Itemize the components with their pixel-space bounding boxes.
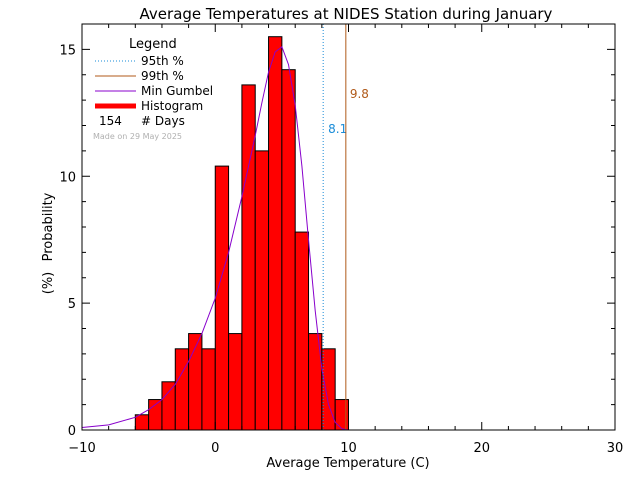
histogram-bar xyxy=(161,381,176,431)
x-tick-label: 0 xyxy=(211,441,219,456)
y-tick-label: 5 xyxy=(68,297,76,312)
histogram-bar xyxy=(241,84,256,431)
chart-title: Average Temperatures at NIDES Station du… xyxy=(140,5,553,23)
axis-layer: −10 0 10 20 30 0 5 10 15 xyxy=(59,24,623,456)
histogram-bar xyxy=(134,414,150,431)
histogram-bar xyxy=(294,231,310,431)
histogram-bar xyxy=(228,333,243,431)
made-on-note: Made on 29 May 2025 xyxy=(93,132,182,141)
legend-title: Legend xyxy=(129,37,177,52)
y-axis-label: Probability xyxy=(41,192,56,261)
legend-label-histogram: Histogram xyxy=(141,99,203,113)
legend-label-gumbel: Min Gumbel xyxy=(141,84,213,98)
gumbel-curve xyxy=(81,45,349,431)
legend-days-count: 154 xyxy=(99,114,122,128)
histogram-bar xyxy=(334,399,349,431)
legend: Legend 95th % 99th % Min Gumbel Histogra… xyxy=(93,37,213,141)
y-tick-label: 0 xyxy=(68,424,76,439)
p95-label: 8.1 xyxy=(328,122,347,136)
legend-label-95th: 95th % xyxy=(141,54,184,68)
y-tick-label: 15 xyxy=(59,43,76,58)
histogram-bar xyxy=(281,69,296,431)
x-tick-label: −10 xyxy=(68,441,95,456)
legend-label-99th: 99th % xyxy=(141,69,184,83)
histogram-bar xyxy=(214,165,230,431)
y-tick-label: 10 xyxy=(59,170,76,185)
p99-label: 9.8 xyxy=(350,87,369,101)
x-axis-label: Average Temperature (C) xyxy=(266,456,429,471)
histogram-bar xyxy=(254,150,270,431)
legend-days-label: # Days xyxy=(141,114,185,128)
histogram-bar xyxy=(268,36,283,431)
x-tick-label: 20 xyxy=(473,441,490,456)
histogram-bar xyxy=(201,348,216,431)
gumbel-layer xyxy=(81,45,349,431)
percentile-layer: 8.1 9.8 xyxy=(322,24,369,430)
x-tick-label: 30 xyxy=(607,441,624,456)
histogram-bar xyxy=(174,348,190,431)
x-tick-label: 10 xyxy=(340,441,357,456)
y-axis-unit: (%) xyxy=(41,272,56,295)
